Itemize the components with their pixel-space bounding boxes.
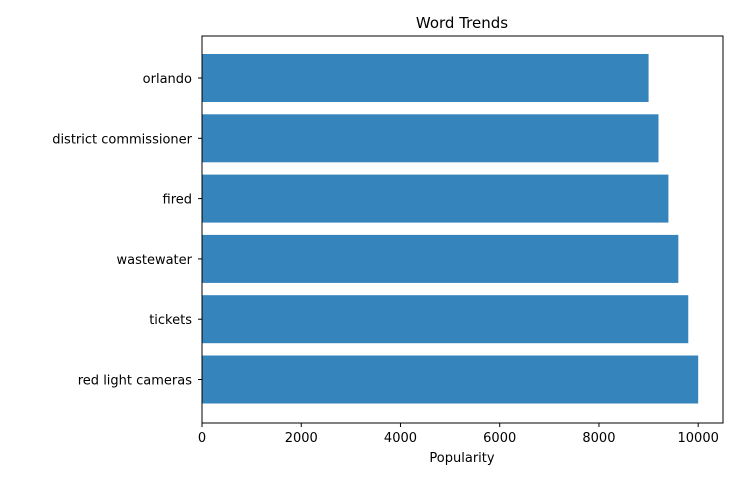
chart-title: Word Trends bbox=[416, 14, 508, 32]
bar-orlando bbox=[202, 54, 649, 102]
bars-layer bbox=[202, 54, 699, 404]
y-axis-ticks: orlando district commissioner fired wastewa… bbox=[52, 72, 202, 389]
plot-frame bbox=[201, 35, 724, 424]
y-tick-label: tickets bbox=[149, 313, 192, 328]
x-axis-ticks: 0 2000 4000 6000 8000 10000 bbox=[198, 423, 719, 446]
x-tick-label: 6000 bbox=[483, 431, 516, 446]
bar-wastewater bbox=[202, 234, 679, 283]
x-tick-label: 4000 bbox=[384, 431, 417, 446]
bar-tickets bbox=[202, 295, 689, 344]
x-axis-label: Popularity bbox=[429, 451, 494, 466]
bar-fired bbox=[202, 174, 669, 223]
y-tick-label: orlando bbox=[143, 72, 192, 87]
y-tick-label: wastewater bbox=[116, 253, 192, 268]
y-tick-label: district commissioner bbox=[52, 132, 192, 147]
bar-district-commissioner bbox=[202, 114, 659, 163]
x-tick-label: 2000 bbox=[285, 431, 318, 446]
y-tick-label: red light cameras bbox=[78, 374, 192, 389]
x-tick-label: 10000 bbox=[678, 431, 719, 446]
x-tick-label: 0 bbox=[198, 431, 206, 446]
x-tick-label: 8000 bbox=[582, 431, 615, 446]
y-tick-label: fired bbox=[163, 193, 193, 208]
bar-red-light-cameras bbox=[202, 355, 699, 404]
